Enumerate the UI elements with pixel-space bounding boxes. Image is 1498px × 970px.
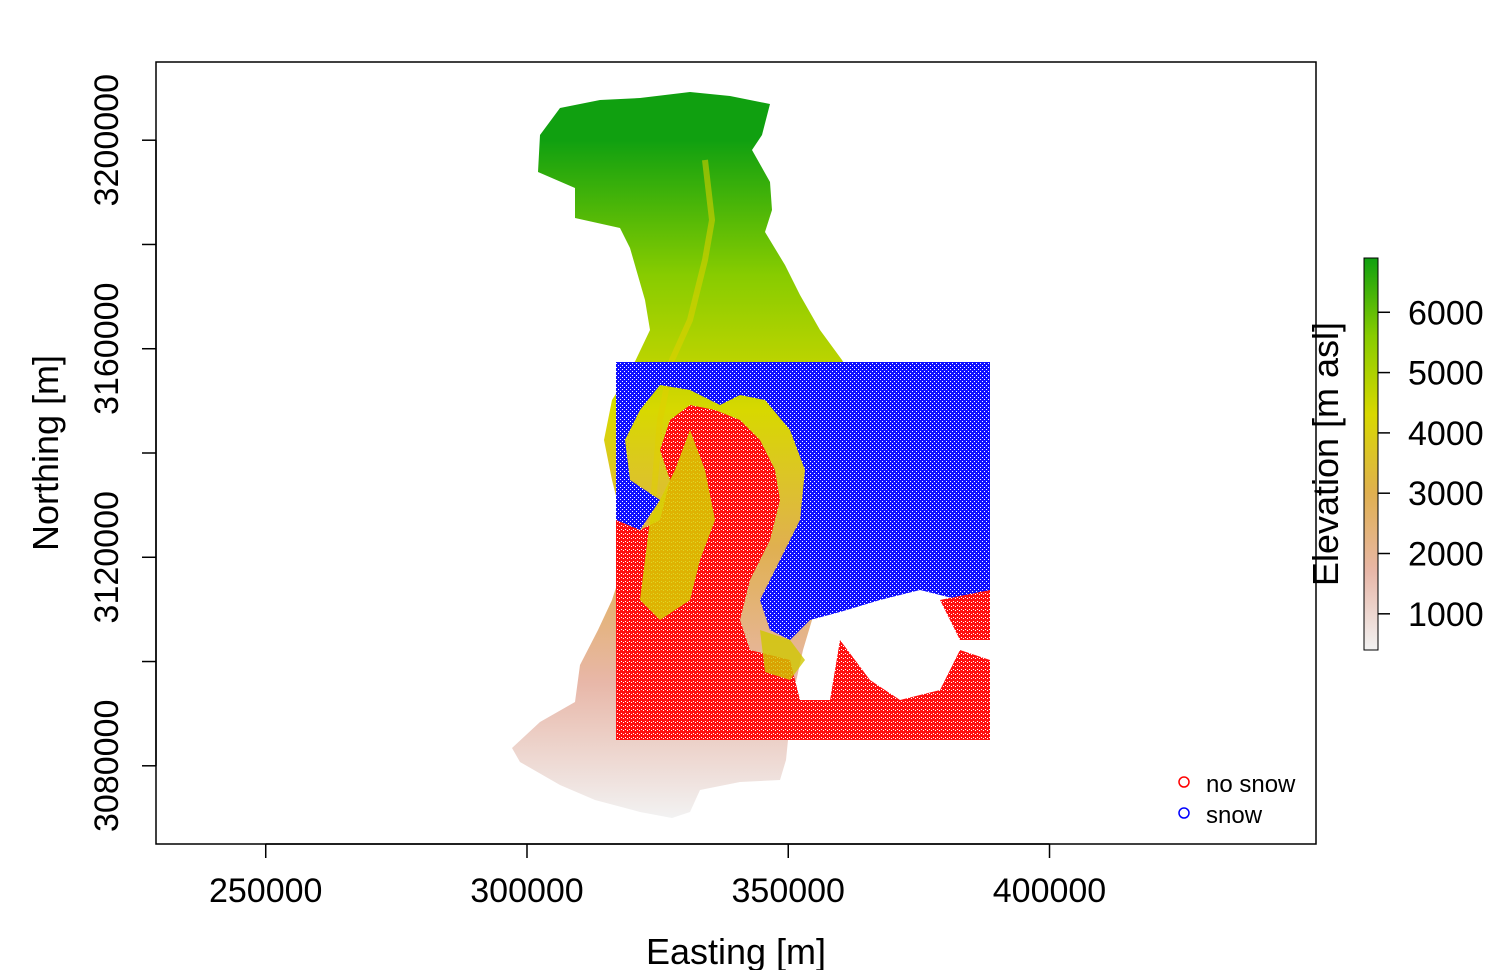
y-tick-label: 3120000 [88, 491, 126, 623]
no-snow-east-patch [940, 590, 990, 640]
colorbar-bar [1363, 257, 1379, 651]
y-tick-label: 3200000 [88, 74, 126, 206]
colorbar-ticks: 1000 2000 3000 4000 5000 6000 [1378, 294, 1484, 634]
legend-label: no snow [1206, 771, 1296, 798]
x-axis: 250000 300000 350000 400000 [209, 843, 1106, 910]
legend-marker [1178, 776, 1190, 788]
colorbar-tick-label: 3000 [1408, 475, 1484, 513]
colorbar-tick-label: 2000 [1408, 536, 1484, 574]
legend: no snow snow [1178, 771, 1296, 829]
colorbar: 1000 2000 3000 4000 5000 6000 Elevation [m as… [1305, 257, 1484, 651]
colorbar-tick-label: 1000 [1408, 596, 1484, 634]
y-axis-title: Northing [m] [25, 355, 66, 551]
x-tick-label: 400000 [993, 872, 1106, 910]
no-snow-region [616, 405, 990, 740]
x-tick-label: 250000 [209, 872, 322, 910]
exposed-terrain-band-east [760, 630, 805, 680]
snow-classification-overlay [616, 362, 990, 740]
snow-free-gap [840, 600, 950, 700]
legend-marker [1178, 807, 1190, 819]
legend-label: snow [1206, 802, 1263, 829]
exposed-terrain-band [640, 430, 715, 620]
y-axis: 3080000 3120000 3160000 3200000 [88, 74, 157, 832]
y-tick-label: 3080000 [88, 700, 126, 832]
colorbar-tick-label: 5000 [1408, 355, 1484, 393]
x-tick-label: 300000 [470, 872, 583, 910]
colorbar-tick-label: 4000 [1408, 415, 1484, 453]
x-axis-title: Easting [m] [646, 931, 826, 970]
colorbar-tick-label: 6000 [1408, 294, 1484, 332]
colorbar-title: Elevation [m asl] [1305, 322, 1346, 586]
y-tick-label: 3160000 [88, 283, 126, 415]
x-tick-label: 350000 [732, 872, 845, 910]
snow-region [616, 362, 990, 640]
